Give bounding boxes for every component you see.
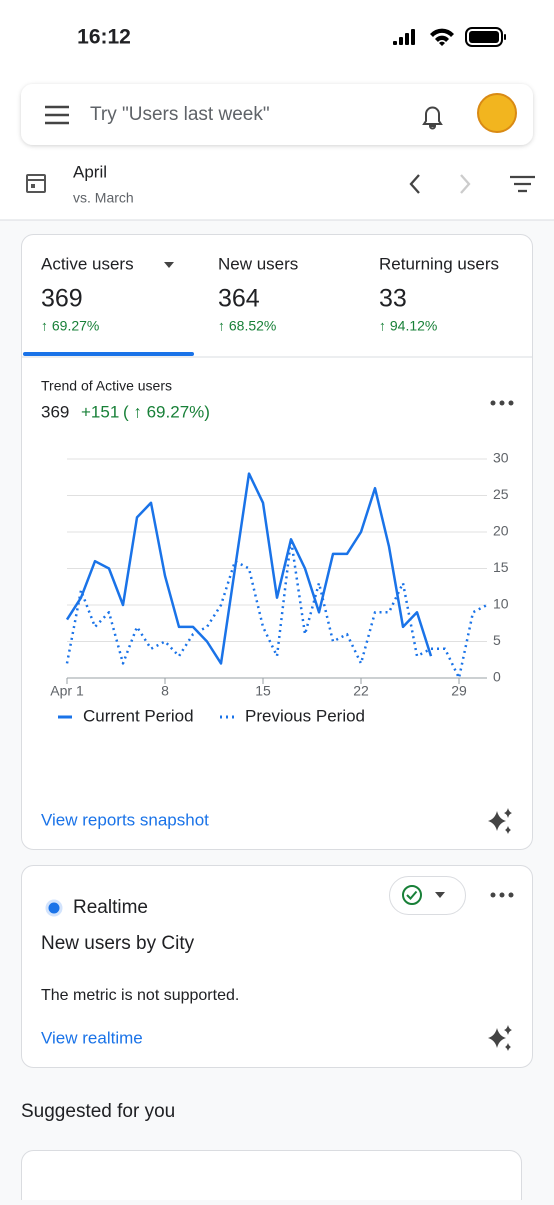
trend-heading: Trend of Active users <box>41 378 172 394</box>
realtime-title: Realtime <box>73 897 148 918</box>
status-pill[interactable] <box>389 876 466 915</box>
status-icons <box>393 27 506 47</box>
realtime-message: The metric is not supported. <box>41 987 239 1004</box>
next-button[interactable] <box>460 174 471 194</box>
trend-delta-pct: ( ↑ 69.27%) <box>123 402 210 421</box>
tab-value: 369 <box>41 285 83 313</box>
x-tick-label: 8 <box>161 683 169 699</box>
prev-button[interactable] <box>409 174 420 194</box>
y-tick-label: 15 <box>493 559 509 575</box>
date-comparison[interactable]: vs. March <box>73 190 134 206</box>
realtime-card <box>21 865 533 1068</box>
x-tick-label: Apr 1 <box>50 683 84 699</box>
tab-label[interactable]: Active users <box>41 254 134 273</box>
metric-tabs: Active users 369 ↑ 69.27% New users 364 ↑ 68.… <box>41 254 499 333</box>
notification-icon[interactable] <box>422 106 443 130</box>
realtime-link[interactable]: View realtime <box>41 1028 143 1047</box>
realtime-more-menu[interactable] <box>490 892 514 898</box>
suggested-card[interactable] <box>21 1150 522 1205</box>
filter-icon[interactable] <box>510 175 535 193</box>
suggested-heading: Suggested for you <box>21 1101 175 1122</box>
avatar[interactable] <box>477 93 517 133</box>
trend-delta: +151 <box>81 402 119 421</box>
realtime-insights-icon[interactable] <box>488 1025 512 1051</box>
date-period[interactable]: April <box>73 162 107 181</box>
tab-label[interactable]: Returning users <box>379 254 499 273</box>
tab-change: ↑ 68.52% <box>218 318 276 334</box>
dropdown-caret[interactable] <box>164 262 174 268</box>
overview-card <box>21 234 533 850</box>
search-bar[interactable] <box>21 84 533 145</box>
tab-label[interactable]: New users <box>218 254 298 273</box>
menu-icon[interactable] <box>45 105 69 125</box>
x-tick-label: 15 <box>255 683 271 699</box>
status-time: 16:12 <box>77 26 131 49</box>
x-tick-label: 29 <box>451 683 467 699</box>
more-menu[interactable] <box>490 400 514 406</box>
trend-total: 369 <box>41 402 69 421</box>
y-tick-label: 30 <box>493 450 509 466</box>
y-tick-label: 10 <box>493 596 509 612</box>
tab-change: ↑ 69.27% <box>41 318 99 334</box>
series-line <box>65 472 433 665</box>
realtime-subtitle: New users by City <box>41 933 195 954</box>
y-tick-label: 20 <box>493 523 509 539</box>
legend-label: Current Period <box>83 706 194 725</box>
legend-label: Previous Period <box>245 706 365 725</box>
check-mark <box>406 890 418 900</box>
calendar-icon[interactable] <box>26 174 46 193</box>
insights-icon[interactable] <box>488 808 512 834</box>
y-tick-label: 25 <box>493 486 509 502</box>
y-tick-label: 0 <box>493 669 501 685</box>
x-tick-label: 22 <box>353 683 369 699</box>
tab-value: 33 <box>379 285 407 313</box>
pill-caret <box>435 892 445 898</box>
active-tab-indicator <box>23 352 194 356</box>
tab-change: ↑ 94.12% <box>379 318 437 334</box>
y-tick-label: 5 <box>493 632 501 648</box>
trend-chart: 0 5 10 15 20 25 30 Apr 1 8 15 22 29 Current Period Pr… <box>50 450 509 726</box>
search-placeholder[interactable]: Try "Users last week" <box>90 104 270 125</box>
check-icon <box>402 885 422 905</box>
reports-link[interactable]: View reports snapshot <box>41 810 209 829</box>
tab-value: 364 <box>218 285 260 313</box>
realtime-dot <box>45 899 63 917</box>
